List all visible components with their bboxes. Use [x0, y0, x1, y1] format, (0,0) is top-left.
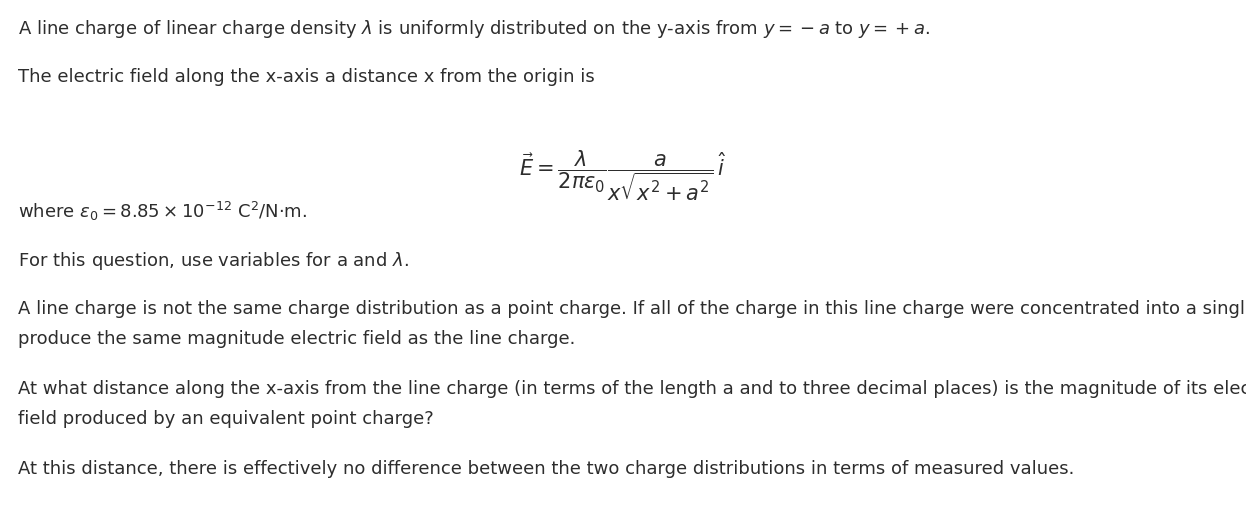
Text: where $\epsilon_0 = 8.85 \times 10^{-12}$ C$^2$/N$\cdot$m.: where $\epsilon_0 = 8.85 \times 10^{-12}… [17, 200, 307, 223]
Text: field produced by an equivalent point charge?: field produced by an equivalent point ch… [17, 410, 434, 428]
Text: The electric field along the x-axis a distance x from the origin is: The electric field along the x-axis a di… [17, 68, 594, 86]
Text: At what distance along the x-axis from the line charge (in terms of the length a: At what distance along the x-axis from t… [17, 380, 1246, 398]
Text: At this distance, there is effectively no difference between the two charge dist: At this distance, there is effectively n… [17, 460, 1074, 478]
Text: For this question, use variables for a and $\lambda$.: For this question, use variables for a a… [17, 250, 409, 272]
Text: A line charge is not the same charge distribution as a point charge. If all of t: A line charge is not the same charge dis… [17, 300, 1246, 318]
Text: $\vec{E} = \dfrac{\lambda}{2\pi\epsilon_0} \dfrac{a}{x\sqrt{x^2 + a^2}}\,\hat{i}: $\vec{E} = \dfrac{\lambda}{2\pi\epsilon_… [520, 148, 726, 203]
Text: A line charge of linear charge density $\lambda$ is uniformly distributed on the: A line charge of linear charge density $… [17, 18, 931, 40]
Text: produce the same magnitude electric field as the line charge.: produce the same magnitude electric fiel… [17, 330, 576, 348]
